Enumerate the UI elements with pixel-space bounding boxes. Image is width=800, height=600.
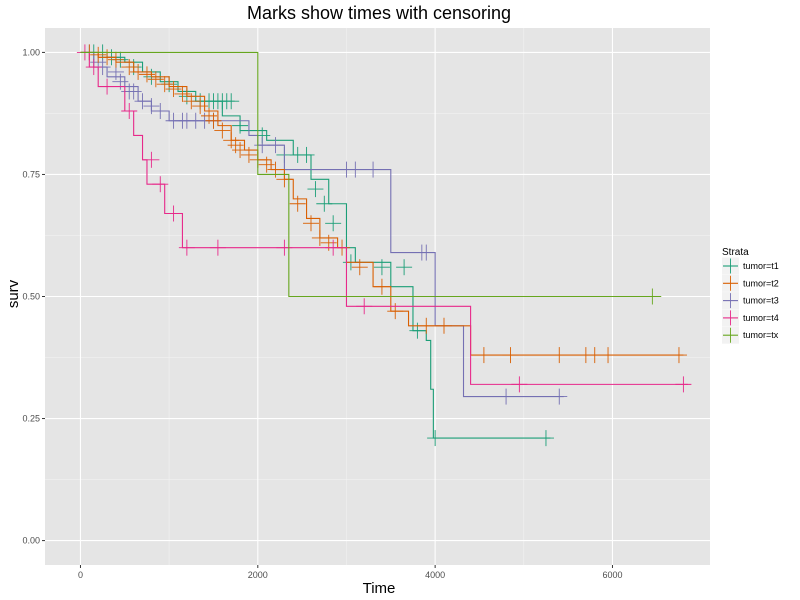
legend-title: Strata (722, 247, 749, 258)
y-axis-title: surv (5, 279, 22, 308)
legend-item-tumor-t4: tumor=t4 (722, 309, 779, 327)
y-tick-label: 0.50 (22, 292, 40, 302)
legend-label: tumor=tx (743, 330, 779, 340)
chart-title: Marks show times with censoring (247, 3, 511, 23)
survival-step-line (80, 51, 564, 398)
legend-item-tumor-t2: tumor=t2 (722, 274, 779, 292)
legend-label: tumor=t4 (743, 313, 779, 323)
series-tumor-tx (80, 51, 662, 305)
legend-item-tumor-t1: tumor=t1 (722, 257, 779, 275)
x-tick-label: 6000 (602, 570, 622, 580)
y-tick-label: 1.00 (22, 47, 40, 57)
y-axis: 0.00 0.25 0.50 0.75 1.00 (22, 47, 45, 546)
legend-label: tumor=t1 (743, 261, 779, 271)
legend-label: tumor=t2 (743, 278, 779, 288)
legend-label: tumor=t3 (743, 296, 779, 306)
x-axis: 0 2000 4000 6000 (78, 565, 622, 580)
legend-item-tumor-tx: tumor=tx (722, 326, 779, 344)
legend: Strata tumor=t1 tumor=t2 tumor=t3 tumor=t4 t… (722, 247, 779, 344)
x-tick-label: 2000 (248, 570, 268, 580)
legend-item-tumor-t3: tumor=t3 (722, 292, 779, 310)
survival-step-line (80, 51, 662, 298)
series-layer (76, 44, 692, 447)
series-tumor-t2 (80, 44, 687, 364)
x-tick-label: 4000 (425, 570, 445, 580)
series-tumor-t3 (80, 44, 568, 405)
x-axis-title: Time (363, 580, 396, 597)
y-tick-label: 0.00 (22, 536, 40, 546)
y-tick-label: 0.25 (22, 414, 40, 424)
y-tick-label: 0.75 (22, 169, 40, 179)
x-tick-label: 0 (78, 570, 83, 580)
